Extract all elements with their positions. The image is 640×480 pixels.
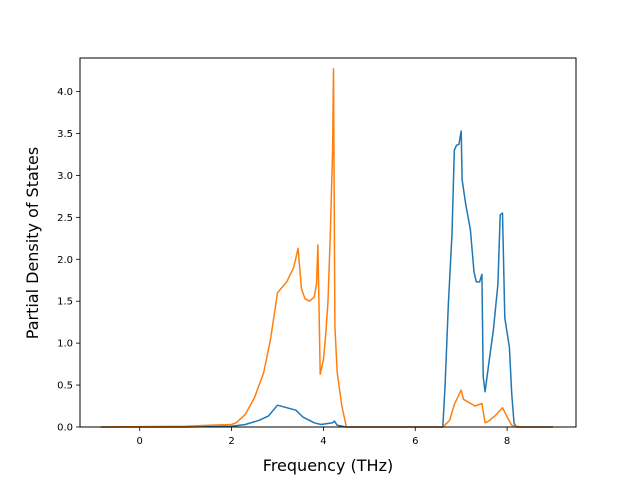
x-axis: 0 2 4 6 8: [137, 427, 510, 447]
y-axis: 0.0 0.5 1.0 1.5 2.0 2.5 3.0 3.5 4.0: [57, 87, 80, 434]
series-line-2: [100, 68, 553, 428]
y-tick-label: 1.5: [57, 297, 73, 308]
y-tick-label: 0.5: [57, 381, 73, 392]
x-tick-label: 4: [320, 436, 326, 447]
y-axis-label: Partial Density of States: [23, 147, 42, 339]
plot-lines: [100, 68, 553, 428]
y-tick-label: 1.0: [57, 339, 73, 350]
y-tick-label: 3.0: [57, 171, 73, 182]
y-tick-label: 0.0: [57, 423, 73, 434]
x-axis-label: Frequency (THz): [263, 456, 393, 475]
x-tick-label: 8: [504, 436, 510, 447]
y-tick-label: 4.0: [57, 87, 73, 98]
plot-frame: [79, 57, 577, 428]
x-tick-label: 2: [228, 436, 234, 447]
x-tick-label: 0: [137, 436, 143, 447]
y-tick-label: 2.5: [57, 213, 73, 224]
y-tick-label: 3.5: [57, 129, 73, 140]
series-line-1: [100, 130, 553, 428]
x-tick-label: 6: [412, 436, 418, 447]
y-tick-label: 2.0: [57, 255, 73, 266]
